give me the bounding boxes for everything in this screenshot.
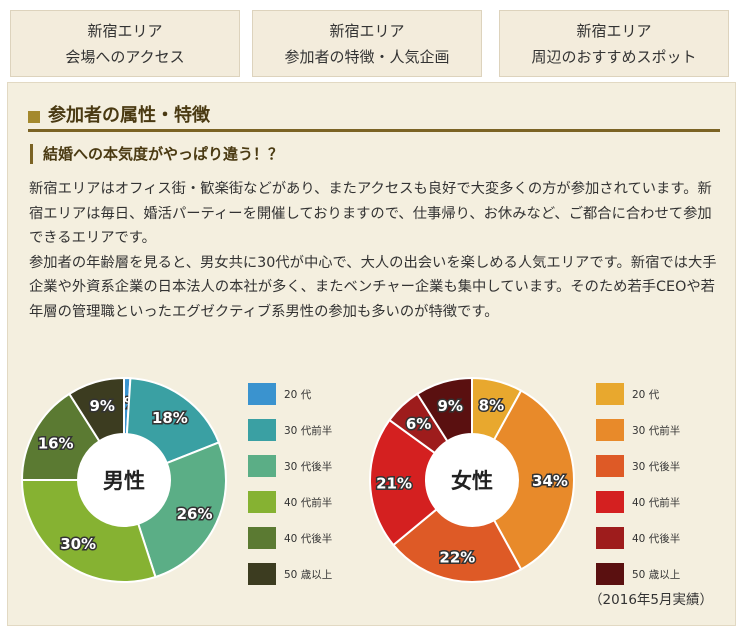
donut-hole — [78, 434, 170, 526]
legend-label: 50 歳以上 — [284, 568, 333, 581]
tab-line1: 新宿エリア — [329, 21, 405, 40]
footnote: （2016年5月実績） — [589, 592, 713, 608]
tab-line2: 会場へのアクセス — [65, 47, 185, 66]
legend-label: 50 歳以上 — [632, 568, 681, 581]
legend-swatch — [596, 383, 624, 405]
pie-slice-label: 6% — [406, 415, 431, 433]
body-paragraph: 参加者の年齢層を見ると、男女共に30代が中心で、大人の出会いを楽しめる人気エリア… — [29, 254, 717, 320]
tab-participants[interactable]: 新宿エリア 参加者の特徴・人気企画 — [252, 10, 482, 77]
tab-spots[interactable]: 新宿エリア 周辺のおすすめスポット — [499, 10, 729, 77]
section-body: 新宿エリアはオフィス街・歓楽街などがあり、またアクセスも良好で大変多くの方が参加… — [29, 177, 719, 324]
legend-label: 40 代前半 — [284, 496, 333, 509]
pie-slice-label: 22% — [439, 549, 475, 567]
pie-slice-label: 16% — [38, 434, 74, 452]
tab-line1: 新宿エリア — [576, 21, 652, 40]
legend-swatch — [248, 563, 276, 585]
female-donut-chart: 8% 34% 22% 21% 6% 9% 女性 — [369, 376, 575, 583]
legend-item: 50 歳以上 — [596, 563, 680, 585]
legend-item: 30 代前半 — [596, 419, 680, 441]
tab-line2: 参加者の特徴・人気企画 — [284, 47, 450, 66]
legend-item: 20 代 — [248, 383, 311, 405]
pie-slice-label: 9% — [438, 397, 463, 415]
legend-label: 30 代後半 — [284, 460, 333, 473]
tab-line2: 周辺のおすすめスポット — [531, 47, 697, 66]
legend-label: 20 代 — [632, 388, 660, 401]
legend-item: 40 代前半 — [596, 491, 680, 513]
pie-slice-label: 30% — [60, 535, 96, 553]
legend-label: 40 代後半 — [284, 532, 333, 545]
tab-line1: 新宿エリア — [87, 21, 163, 40]
pie-slice-label: 18% — [152, 409, 188, 427]
legend-swatch — [596, 419, 624, 441]
donut-center-label: 男性 — [103, 469, 145, 493]
pie-slice-label: 26% — [177, 505, 213, 523]
area-tabs: 新宿エリア 会場へのアクセス 新宿エリア 参加者の特徴・人気企画 新宿エリア 周… — [10, 10, 733, 79]
legend-swatch — [248, 455, 276, 477]
pie-slice-label: 9% — [90, 397, 115, 415]
legend-item: 40 代後半 — [248, 527, 332, 549]
legend-swatch — [596, 455, 624, 477]
legend-item: 40 代前半 — [248, 491, 332, 513]
body-paragraph: 新宿エリアはオフィス街・歓楽街などがあり、またアクセスも良好で大変多くの方が参加… — [29, 181, 712, 246]
pie-slice-label: 21% — [376, 474, 412, 492]
section-subtitle: 結婚への本気度がやっぱり違う！？ — [30, 144, 283, 164]
legend-swatch — [248, 527, 276, 549]
legend-item: 30 代後半 — [248, 455, 332, 477]
section-title: 参加者の属性・特徴 — [48, 105, 210, 126]
legend-label: 30 代前半 — [284, 424, 333, 437]
legend-label: 40 代後半 — [632, 532, 681, 545]
donut-hole — [426, 434, 518, 526]
legend-item: 30 代前半 — [248, 419, 332, 441]
legend-item: 20 代 — [596, 383, 659, 405]
pie-slice-label: 34% — [532, 472, 568, 490]
legend-swatch — [248, 419, 276, 441]
donut-center-label: 女性 — [451, 469, 493, 493]
legend-swatch — [596, 527, 624, 549]
legend-item: 30 代後半 — [596, 455, 680, 477]
pie-slice-label: 8% — [479, 396, 504, 414]
male-donut-chart: 1%18%26%30%16%9%男性 — [20, 376, 227, 583]
legend-swatch — [596, 563, 624, 585]
heading-square-icon — [28, 111, 40, 123]
legend-label: 40 代前半 — [632, 496, 681, 509]
legend-label: 20 代 — [284, 388, 312, 401]
legend-item: 40 代後半 — [596, 527, 680, 549]
section-heading: 参加者の属性・特徴 — [28, 101, 720, 132]
legend-swatch — [248, 491, 276, 513]
content-panel: 参加者の属性・特徴 結婚への本気度がやっぱり違う！？ 新宿エリアはオフィス街・歓… — [7, 82, 736, 626]
legend-swatch — [248, 383, 276, 405]
legend-label: 30 代後半 — [632, 460, 681, 473]
charts-svg: 1%18%26%30%16%9%男性 8%34%22%21%6%9%女性 — [20, 376, 575, 583]
legend-swatch — [596, 491, 624, 513]
tab-access[interactable]: 新宿エリア 会場へのアクセス — [10, 10, 240, 77]
legend-label: 30 代前半 — [632, 424, 681, 437]
legend-item: 50 歳以上 — [248, 563, 332, 585]
